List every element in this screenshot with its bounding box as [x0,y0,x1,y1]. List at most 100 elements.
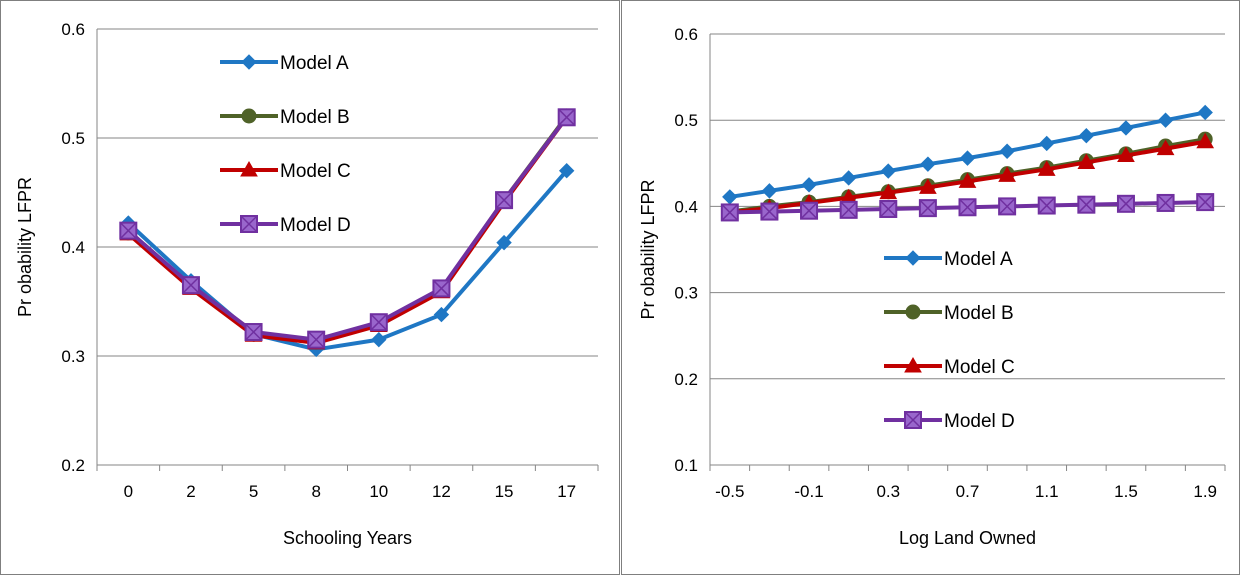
data-point-model-a [1118,120,1134,136]
legend-marker [905,304,921,320]
data-point-model-d [432,279,451,298]
data-point-model-d [879,199,898,218]
legend-label: Model C [280,161,351,182]
data-point-model-c [879,183,898,200]
x-tick-label: 2 [186,482,195,501]
y-tick-label: 0.3 [674,284,698,303]
chart-border [621,0,1240,575]
data-point-model-d [839,200,858,219]
legend-label: Model B [944,303,1014,324]
data-point-model-d [720,203,739,222]
y-axis-title: Pr obability LFPR [638,179,658,319]
data-point-model-c [919,178,937,194]
x-tick-label: -0.5 [715,482,744,501]
x-tick-label: 10 [369,482,388,501]
y-tick-label: 0.6 [61,20,85,39]
data-point-model-c [1117,146,1135,163]
y-axis-title: Pr obability LFPR [15,177,35,317]
data-point-model-a [999,143,1015,159]
series-model-d [119,108,576,349]
legend-entry-model-b: Model B [220,107,350,128]
x-axis-title: Schooling Years [283,528,412,548]
data-point-model-a [558,162,575,179]
data-point-model-d [1156,193,1175,212]
legend-label: Model D [944,411,1015,432]
legend-entry-model-d: Model D [884,411,1015,432]
legend-marker [905,250,921,266]
series-model-a [722,104,1213,205]
series-model-d [720,193,1215,222]
data-point-model-d [307,330,326,349]
legend-label: Model D [280,215,351,236]
y-tick-label: 0.4 [61,238,85,257]
y-tick-label: 0.6 [674,25,698,44]
x-tick-label: -0.1 [794,482,823,501]
data-point-model-d [760,202,779,221]
data-point-model-d [918,199,937,218]
data-point-model-a [1157,112,1174,128]
legend-label: Model C [944,357,1015,378]
x-axis-title: Log Land Owned [899,528,1036,548]
series-line-model-a [126,169,569,352]
legend-label: Model B [280,107,350,128]
legend-marker [904,411,922,429]
chart-panel-land: 0.1 0.2 0.3 0.4 0.5 0.6 -0.5 -0.1 0.3 0.7 1.1 1.5 1.… [621,0,1241,576]
data-point-model-a [880,163,896,179]
data-point-model-d [1037,196,1056,215]
series-line-model-d [126,116,569,342]
data-point-model-a [371,331,387,348]
data-point-model-d [181,276,200,295]
data-point-model-d [119,221,138,240]
x-tick-label: 12 [432,482,451,501]
x-tick-label: 1.9 [1193,482,1217,501]
data-point-model-a [1078,128,1095,144]
data-point-model-a [1197,104,1213,121]
legend-marker [241,108,257,124]
y-tick-label: 0.5 [61,129,85,148]
data-point-model-d [1077,195,1096,214]
x-tick-label: 5 [249,482,258,501]
data-point-model-d [495,191,514,210]
x-tick-label: 1.5 [1114,482,1138,501]
x-tick-label: 15 [495,482,514,501]
y-tick-label: 0.2 [674,370,698,389]
line-chart-land: 0.1 0.2 0.3 0.4 0.5 0.6 -0.5 -0.1 0.3 0.7 1.1 1.5 1.… [621,0,1240,575]
data-point-model-a [496,234,512,251]
data-point-model-c [1037,160,1056,176]
legend-entry-model-c: Model C [884,356,1015,378]
y-tick-label: 0.2 [61,456,85,475]
data-point-model-a [840,170,857,186]
data-point-model-c [1077,153,1096,169]
data-point-model-d [1116,194,1135,213]
y-tick-label: 0.5 [674,111,698,130]
x-tick-label: 1.1 [1035,482,1059,501]
legend-entry-model-d: Model D [220,215,351,236]
data-point-model-c [1196,132,1215,149]
legend-marker [241,54,257,70]
y-tick-label: 0.1 [674,456,698,475]
data-point-model-d [958,198,977,217]
legend-marker [240,160,258,177]
legend-label: Model A [944,249,1013,270]
x-tick-label: 0 [124,482,133,501]
x-tick-label: 17 [557,482,576,501]
legend-label: Model A [280,53,349,74]
line-chart-schooling: 0.2 0.3 0.4 0.5 0.6 0 2 5 8 10 12 15 17 Schooling Yea… [0,0,620,575]
data-point-model-a [801,177,817,193]
legend-entry-model-c: Model C [220,160,351,182]
chart-border [0,0,620,575]
legend-entry-model-a: Model A [220,53,349,74]
data-point-model-c [1156,139,1175,156]
y-tick-label: 0.3 [61,347,85,366]
data-point-model-d [244,323,263,342]
legend-entry-model-a: Model A [884,249,1013,270]
data-point-model-d [800,201,819,220]
x-tick-label: 8 [311,482,320,501]
legend-entry-model-b: Model B [884,303,1014,324]
legend-marker [240,215,258,233]
data-point-model-a [920,156,936,172]
data-point-model-c [958,172,977,188]
data-point-model-c [998,166,1016,182]
data-point-model-d [1196,193,1215,212]
legend-marker [904,356,922,373]
